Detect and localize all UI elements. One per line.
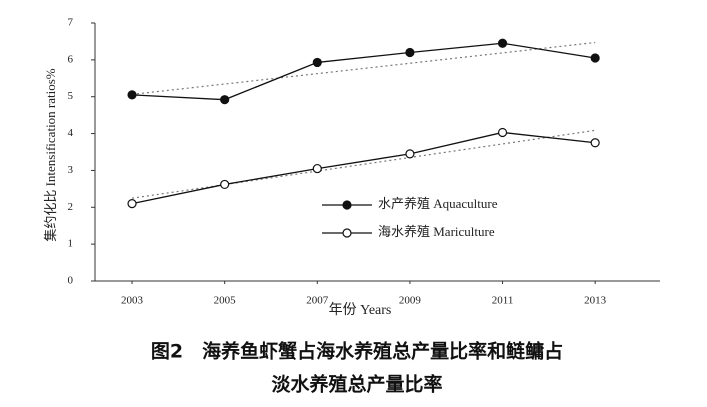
point: [312, 163, 322, 174]
point: [497, 38, 508, 48]
point: [127, 90, 137, 100]
x-tick-label: 2007: [306, 295, 329, 307]
series-line: [131, 131, 596, 205]
point: [405, 47, 415, 58]
y-tick-label: 7: [68, 17, 74, 29]
x-tick-label: 2003: [121, 295, 144, 307]
point: [590, 53, 600, 63]
caption-line: 图2 海养鱼虾蟹占海水养殖总产量比率和鲢鳙占: [151, 340, 563, 363]
y-tick-label: 3: [68, 164, 74, 176]
series-line: [132, 42, 596, 101]
x-axis-label: 年份 Years: [329, 302, 392, 318]
point: [220, 95, 230, 105]
point: [590, 138, 600, 148]
legend-marker: [342, 228, 352, 238]
y-tick-label: 5: [68, 90, 74, 102]
x-tick-label: 2005: [214, 295, 237, 307]
caption-line: 淡水养殖总产量比率: [271, 373, 442, 396]
y-axis-label: 集约化比 Intensification ratios%: [43, 68, 58, 241]
point: [127, 199, 137, 209]
x-tick-label: 2013: [584, 295, 607, 307]
legend-label: 水产养殖 Aquaculture: [378, 196, 498, 211]
x-tick-label: 2009: [399, 295, 422, 307]
y-tick-label: 6: [68, 53, 74, 65]
point: [220, 179, 230, 190]
trend-line: [131, 41, 596, 96]
y-tick-label: 0: [68, 275, 74, 287]
y-tick-label: 1: [68, 238, 74, 250]
y-tick-label: 4: [68, 127, 74, 139]
trend-line: [131, 129, 596, 199]
point: [312, 57, 322, 68]
legend-label: 海水养殖 Mariculture: [378, 224, 495, 239]
x-tick-label: 2011: [492, 295, 514, 307]
y-tick-label: 2: [68, 201, 74, 213]
point: [497, 127, 508, 138]
legend-marker: [342, 200, 352, 210]
point: [405, 149, 415, 159]
